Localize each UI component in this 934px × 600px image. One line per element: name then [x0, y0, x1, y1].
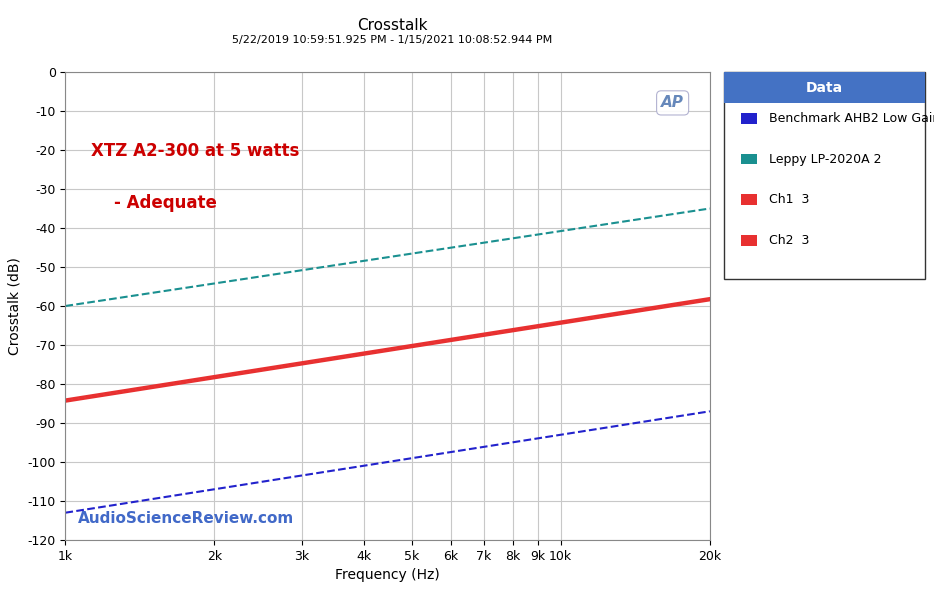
- Text: Data: Data: [806, 80, 842, 95]
- Text: Ch1  3: Ch1 3: [769, 193, 809, 206]
- Text: Leppy LP-2020A 2: Leppy LP-2020A 2: [769, 152, 881, 166]
- Text: XTZ A2-300 at 5 watts: XTZ A2-300 at 5 watts: [92, 142, 300, 160]
- X-axis label: Frequency (Hz): Frequency (Hz): [335, 568, 440, 582]
- Text: AudioScienceReview.com: AudioScienceReview.com: [78, 511, 294, 526]
- Text: - Adequate: - Adequate: [92, 194, 217, 212]
- Text: Crosstalk: Crosstalk: [357, 18, 428, 33]
- Text: 5/22/2019 10:59:51.925 PM - 1/15/2021 10:08:52.944 PM: 5/22/2019 10:59:51.925 PM - 1/15/2021 10…: [233, 35, 552, 45]
- Y-axis label: Crosstalk (dB): Crosstalk (dB): [7, 257, 21, 355]
- Text: AP: AP: [661, 95, 684, 110]
- Text: Benchmark AHB2 Low Gain: Benchmark AHB2 Low Gain: [769, 112, 934, 125]
- Text: Ch2  3: Ch2 3: [769, 234, 809, 247]
